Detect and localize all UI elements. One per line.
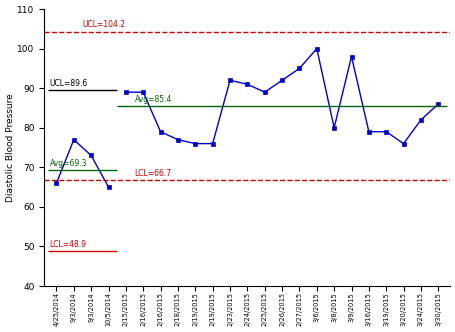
Text: UCL=104.2: UCL=104.2 xyxy=(82,20,125,29)
Text: Avg=85.4: Avg=85.4 xyxy=(134,95,172,105)
Text: Avg=69.3: Avg=69.3 xyxy=(50,159,87,168)
Text: LCL=66.7: LCL=66.7 xyxy=(134,169,171,178)
Text: LCL=48.9: LCL=48.9 xyxy=(50,240,86,249)
Y-axis label: Diastolic Blood Pressure: Diastolic Blood Pressure xyxy=(5,93,15,202)
Text: UCL=89.6: UCL=89.6 xyxy=(50,79,87,88)
